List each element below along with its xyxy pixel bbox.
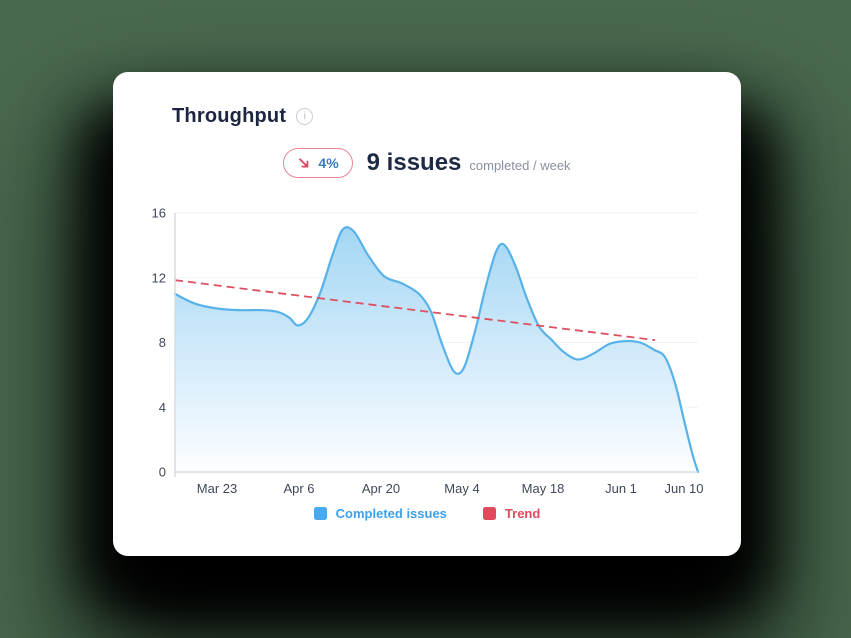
y-tick-label: 4 bbox=[159, 400, 166, 415]
stat-main: 9 issues completed / week bbox=[367, 149, 571, 177]
trend-delta-badge: 4% bbox=[283, 148, 353, 178]
info-icon[interactable]: i bbox=[296, 108, 314, 125]
x-tick-label: Jun 10 bbox=[664, 481, 703, 496]
trend-line bbox=[174, 279, 656, 341]
legend-swatch bbox=[313, 507, 327, 520]
page-title: Throughput bbox=[172, 105, 287, 127]
stat-unit: completed / week bbox=[469, 158, 571, 173]
completed-issues-line bbox=[173, 226, 700, 474]
x-tick-label: Mar 23 bbox=[197, 481, 237, 496]
x-tick-label: Apr 6 bbox=[283, 481, 314, 496]
x-tick-label: Jun 1 bbox=[605, 481, 637, 496]
y-tick-label: 0 bbox=[159, 465, 166, 480]
arrow-down-right-icon bbox=[299, 158, 309, 168]
card-header: Throughput i bbox=[172, 105, 314, 128]
legend-label: Completed issues bbox=[335, 506, 447, 521]
throughput-card: Throughput i 4% 9 issues completed / wee… bbox=[113, 72, 741, 556]
legend-item-trend[interactable]: Trend bbox=[482, 506, 541, 521]
completed-issues-area bbox=[175, 227, 698, 472]
y-tick-label: 16 bbox=[152, 206, 166, 221]
y-tick-label: 12 bbox=[152, 270, 166, 285]
delta-percentage: 4% bbox=[318, 155, 339, 171]
throughput-chart: 0 4 8 12 16 Mar 23 Apr 6 Apr 20 May 4 May 18 Jun 1… bbox=[152, 206, 704, 497]
x-tick-label: Apr 20 bbox=[362, 481, 400, 496]
x-tick-label: May 18 bbox=[522, 481, 565, 496]
stat-row: 4% 9 issues completed / week bbox=[113, 148, 741, 178]
legend-label: Trend bbox=[504, 506, 541, 521]
stat-value: 9 issues bbox=[366, 149, 462, 176]
legend-swatch bbox=[482, 507, 496, 520]
chart-legend: Completed issues Trend bbox=[113, 506, 741, 521]
legend-item-completed-issues[interactable]: Completed issues bbox=[313, 506, 447, 521]
x-tick-label: May 4 bbox=[444, 481, 479, 496]
y-tick-label: 8 bbox=[159, 335, 166, 350]
